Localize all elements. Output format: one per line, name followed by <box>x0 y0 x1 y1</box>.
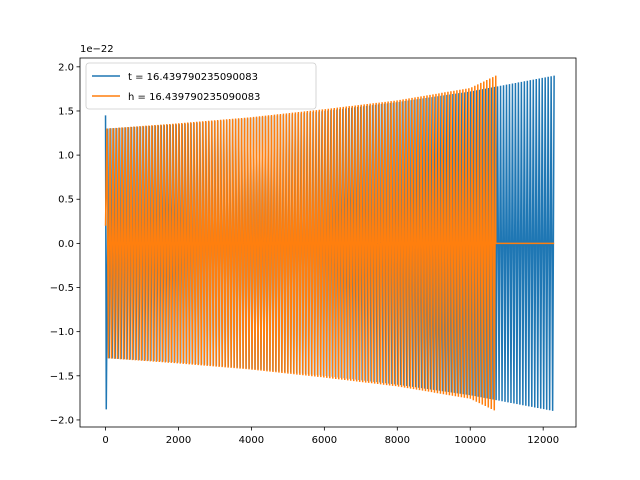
axes: 0 2000 4000 6000 8000 10000 12000 −2.0 −1.5 −1.0 −… <box>50 57 577 446</box>
plot-area <box>104 75 555 411</box>
x-tick-label: 0 <box>102 435 108 446</box>
y-tick-label: 1.0 <box>58 151 74 162</box>
axes-frame <box>79 57 577 428</box>
y-tick-label: 2.0 <box>58 62 74 73</box>
y-tick-label: −2.0 <box>50 415 74 426</box>
y-tick-label: 0.0 <box>58 239 74 250</box>
x-tick-label: 4000 <box>239 435 264 446</box>
legend: t = 16.439790235090083 h = 16.43979023509… <box>85 62 317 110</box>
legend-label: h = 16.439790235090083 <box>128 92 260 103</box>
y-tick-label: 0.5 <box>58 195 74 206</box>
x-tick-label: 2000 <box>166 435 191 446</box>
y-axis-offset-label: 1e−22 <box>80 44 114 55</box>
y-tick-label: −1.5 <box>50 371 74 382</box>
legend-box <box>85 62 317 110</box>
x-tick-label: 6000 <box>312 435 337 446</box>
legend-label: t = 16.439790235090083 <box>128 72 258 83</box>
y-tick-label: −0.5 <box>50 283 74 294</box>
series-line-h <box>104 75 555 411</box>
x-tick-label: 10000 <box>454 435 486 446</box>
x-tick-label: 12000 <box>527 435 559 446</box>
y-tick-label: 1.5 <box>58 106 74 117</box>
y-tick-label: −1.0 <box>50 327 74 338</box>
x-tick-label: 8000 <box>385 435 410 446</box>
